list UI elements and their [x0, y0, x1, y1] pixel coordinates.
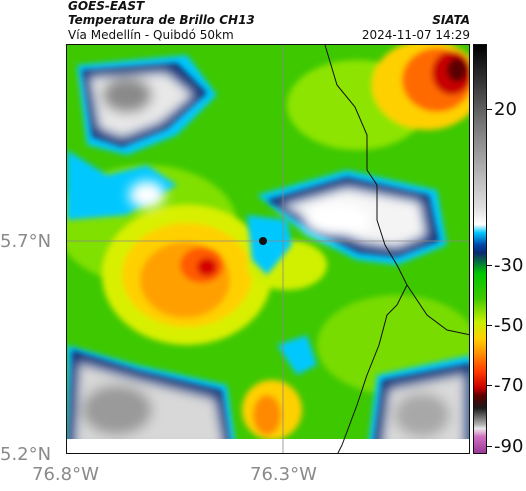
- latitude-label-5.2: 5.2°N: [0, 444, 52, 465]
- timestamp-label: 2024-11-07 14:29: [361, 28, 470, 42]
- colorbar-label-20: 20: [494, 99, 517, 120]
- colorbar-label-minus90: -90: [494, 436, 524, 457]
- colorbar-tick: [487, 325, 492, 326]
- border-line-east: [406, 284, 469, 336]
- colorbar-label-minus50: -50: [494, 315, 524, 336]
- brightness-temperature-map: [67, 45, 469, 453]
- agency-label: SIATA: [432, 13, 470, 27]
- longitude-label-76.3: 76.3°W: [250, 464, 317, 485]
- colorbar-tick: [487, 385, 492, 386]
- colorbar-tick: [487, 109, 492, 110]
- latitude-label-5.7: 5.7°N: [0, 231, 52, 252]
- satellite-title: GOES-EAST: [68, 0, 145, 13]
- colorbar-tick: [487, 265, 492, 266]
- location-marker-icon: [259, 237, 267, 245]
- temperature-colorbar: [473, 44, 487, 454]
- route-subtitle: Vía Medellín - Quibdó 50km: [68, 28, 234, 42]
- colorbar-label-minus30: -30: [494, 255, 524, 276]
- colorbar-tick: [487, 446, 492, 447]
- map-panel[interactable]: [66, 44, 470, 454]
- border-line: [324, 45, 408, 453]
- colorbar-label-minus70: -70: [494, 375, 524, 396]
- product-title: Temperatura de Brillo CH13: [68, 13, 255, 27]
- longitude-label-76.8: 76.8°W: [32, 464, 99, 485]
